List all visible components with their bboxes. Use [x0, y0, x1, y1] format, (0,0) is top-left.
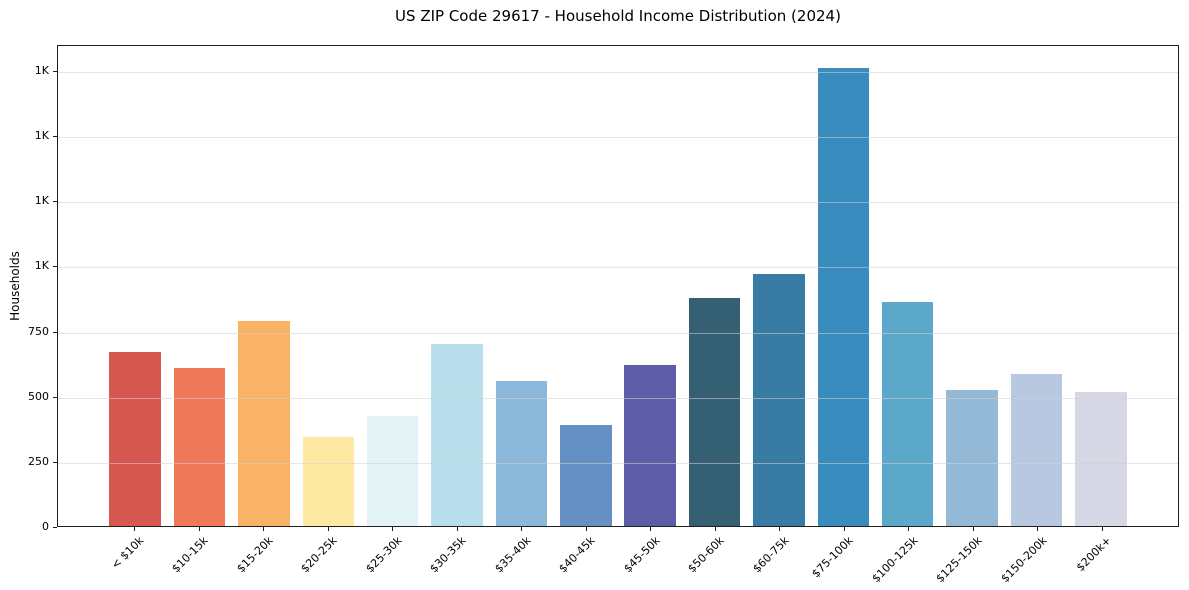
bar-slot: [1004, 46, 1068, 526]
bar-$25-30k: [366, 415, 419, 526]
x-tick-mark: [714, 527, 716, 531]
bar-slot: [361, 46, 425, 526]
x-tick-mark: [585, 527, 587, 531]
bar-< $10k: [109, 352, 161, 526]
x-tick-mark: [779, 527, 781, 531]
bar-slot: [425, 46, 489, 526]
x-tick-label-text: $25-30k: [363, 534, 405, 576]
bar-$20-25k: [302, 436, 355, 526]
y-tick-label: 1K: [34, 194, 49, 208]
bar-$45-50k: [624, 365, 676, 526]
y-tick-label: 0: [42, 520, 49, 533]
bar-slot: [618, 46, 682, 526]
x-tick-mark: [392, 527, 394, 531]
bar-slot: [747, 46, 811, 526]
x-tick-mark: [843, 527, 845, 531]
bar-$60-75k: [753, 274, 805, 526]
bar-$125-150k: [946, 389, 998, 526]
bar-$75-100k: [817, 68, 870, 526]
x-tick-label-text: $10-15k: [169, 534, 211, 576]
bar-slot: [554, 46, 618, 526]
bars-row: [58, 46, 1178, 526]
y-tick-label: 1K: [34, 259, 49, 273]
x-tick-label-text: $200k+: [1073, 534, 1114, 575]
y-tick-label: 500: [28, 389, 49, 403]
x-tick-label-text: $30-35k: [427, 534, 469, 576]
y-tick-mark: [53, 71, 57, 73]
x-tick-label-text: $50-60k: [685, 534, 727, 576]
y-tick-mark: [53, 331, 57, 333]
x-tick-label-text: $125-150k: [933, 534, 985, 586]
bar-slot: [876, 46, 940, 526]
x-tick-mark: [327, 527, 329, 531]
x-tick-mark: [456, 527, 458, 531]
x-tick-mark: [972, 527, 974, 531]
bar-slot: [167, 46, 231, 526]
x-tick-mark: [1037, 527, 1039, 531]
bar-slot: [682, 46, 746, 526]
y-tick-mark: [53, 136, 57, 138]
plot-area: [57, 45, 1179, 527]
bar-$30-35k: [431, 344, 483, 526]
x-tick-mark: [263, 527, 265, 531]
x-tick-label-text: $35-40k: [492, 534, 534, 576]
y-tick-label: 750: [28, 324, 49, 338]
bar-slot: [1069, 46, 1133, 526]
bar-$35-40k: [495, 380, 548, 526]
bar-slot: [489, 46, 553, 526]
x-tick-label-text: $150-200k: [998, 534, 1050, 586]
x-tick-label-text: < $10k: [108, 534, 147, 572]
x-tick-mark: [650, 527, 652, 531]
x-tick-mark: [521, 527, 523, 531]
chart-title: US ZIP Code 29617 - Household Income Dis…: [395, 7, 841, 25]
y-tick-label: 1K: [34, 129, 49, 143]
y-tick-mark: [53, 461, 57, 463]
bar-$100-125k: [881, 301, 934, 526]
x-tick-mark: [134, 527, 136, 531]
bar-$200k+: [1075, 392, 1127, 526]
bar-$15-20k: [238, 321, 290, 526]
x-tick-label-text: $100-125k: [869, 534, 921, 586]
y-tick-label: 250: [28, 454, 49, 468]
bar-$40-45k: [560, 424, 612, 526]
bar-slot: [811, 46, 875, 526]
y-tick-mark: [53, 266, 57, 268]
x-tick-label-text: $15-20k: [234, 534, 276, 576]
bar-$10-15k: [173, 367, 226, 526]
x-tick-label-text: $20-25k: [298, 534, 340, 576]
bar-slot: [296, 46, 360, 526]
bar-slot: [103, 46, 167, 526]
x-tick-mark: [1101, 527, 1103, 531]
y-tick-mark: [53, 201, 57, 203]
y-tick-mark: [53, 396, 57, 398]
bar-slot: [940, 46, 1004, 526]
x-tick-label-text: $45-50k: [621, 534, 663, 576]
x-tick-mark: [908, 527, 910, 531]
bar-$50-60k: [688, 297, 741, 526]
x-tick-mark: [198, 527, 200, 531]
y-tick-mark: [53, 527, 57, 528]
bar-$150-200k: [1010, 374, 1063, 526]
x-tick-label-text: $60-75k: [750, 534, 792, 576]
x-tick-label-text: $40-45k: [556, 534, 598, 576]
y-tick-label: 1K: [34, 64, 49, 78]
bar-slot: [232, 46, 296, 526]
x-tick-label-text: $75-100k: [809, 534, 856, 581]
